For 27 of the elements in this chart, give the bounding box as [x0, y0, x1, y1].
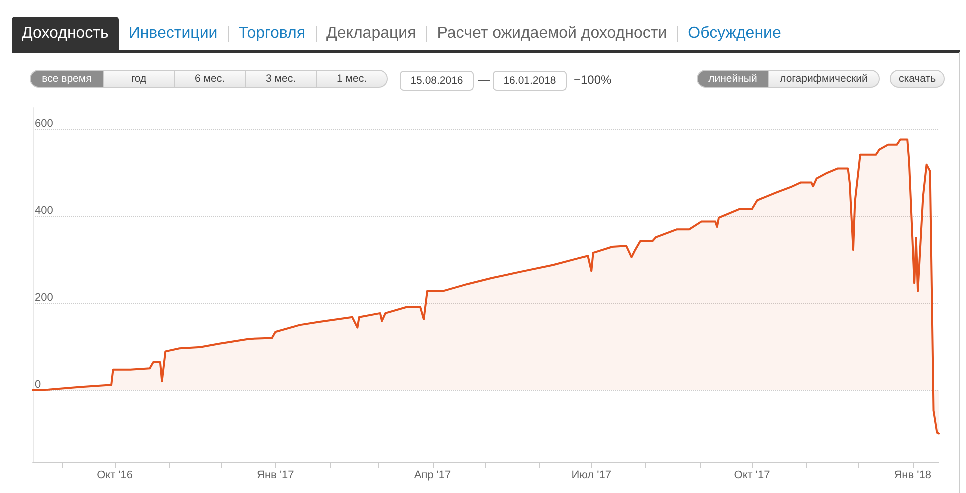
- text: Доходность: [12, 17, 119, 50]
- x-tick-label: Янв '17: [257, 470, 294, 482]
- text: скачать: [890, 70, 946, 88]
- text: −100%: [574, 73, 612, 87]
- text: Расчет ожидаемой доходности: [426, 24, 678, 42]
- text: 6 мес.: [175, 70, 246, 88]
- x-tick-label: Апр '17: [414, 470, 452, 482]
- text: 15.08.2016: [400, 71, 474, 91]
- text: Инвестиции: [128, 24, 219, 44]
- text: 16.01.2018: [493, 71, 567, 91]
- x-tick-label: Июл '17: [572, 470, 612, 482]
- text: 1 мес.: [317, 70, 388, 88]
- text: Обсуждение: [677, 24, 792, 42]
- text: год: [104, 70, 175, 88]
- text: логарифмический: [769, 70, 880, 88]
- text: 3 мес.: [246, 70, 317, 88]
- text: Торговля: [228, 24, 316, 42]
- x-tick-label: Окт '16: [97, 470, 134, 482]
- y-tick-label: 600: [35, 118, 54, 130]
- y-tick-label: 0: [35, 378, 42, 391]
- x-tick-label: Янв '18: [894, 470, 932, 482]
- text: Декларация: [316, 24, 426, 42]
- y-tick-label: 200: [35, 292, 54, 304]
- y-tick-label: 400: [35, 205, 54, 218]
- text: линейный: [697, 70, 769, 88]
- text: все время: [30, 70, 104, 88]
- x-tick-label: Окт '17: [734, 470, 770, 482]
